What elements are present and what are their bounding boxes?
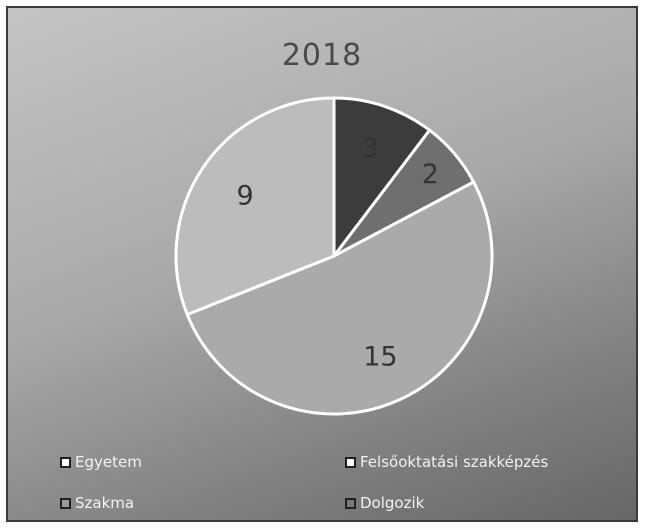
pie-slice-dolgozik xyxy=(174,96,336,317)
data-label-egyetem: 3 xyxy=(362,133,379,164)
legend-label-felsooktatasi-szakkepzes: Felsőoktatási szakképzés xyxy=(360,453,549,471)
data-label-dolgozik: 9 xyxy=(236,181,253,212)
legend-label-szakma: Szakma xyxy=(75,494,135,512)
legend-label-dolgozik: Dolgozik xyxy=(360,494,425,512)
data-label-felsooktatasi-szakkepzes: 2 xyxy=(422,159,439,190)
data-label-szakma: 15 xyxy=(363,341,397,372)
legend-item-dolgozik: Dolgozik xyxy=(345,494,424,512)
legend-swatch-felsooktatasi-szakkepzes xyxy=(345,456,356,468)
pie-chart: 3 2 15 9 xyxy=(174,96,494,416)
legend-item-szakma: Szakma xyxy=(60,494,134,512)
legend-swatch-egyetem xyxy=(60,456,71,468)
pie-slice-szakma xyxy=(185,179,494,416)
chart-title: 2018 xyxy=(281,38,363,73)
chart-area: 2018 3 2 15 9 Egyetem Felsőoktatási szakkép… xyxy=(6,6,638,522)
legend-item-egyetem: Egyetem xyxy=(60,453,142,471)
legend-swatch-dolgozik xyxy=(345,497,356,509)
legend-swatch-szakma xyxy=(60,497,71,509)
legend-label-egyetem: Egyetem xyxy=(75,453,142,471)
legend-item-felsooktatasi-szakkepzes: Felsőoktatási szakképzés xyxy=(345,453,548,471)
pie-slice-egyetem xyxy=(332,96,432,261)
